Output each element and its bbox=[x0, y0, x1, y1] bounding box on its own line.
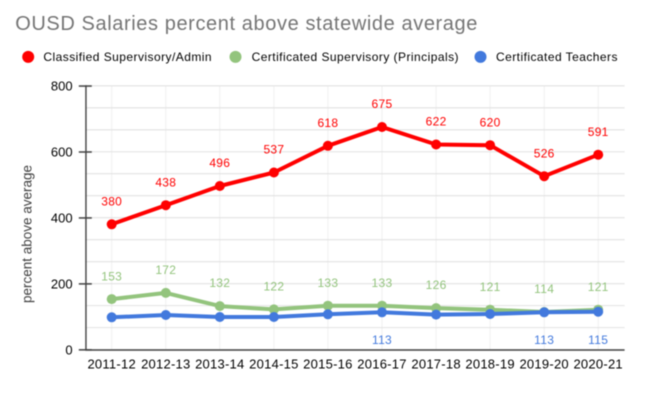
svg-text:Classified Supervisory/Admin: Classified Supervisory/Admin bbox=[43, 50, 212, 64]
svg-text:380: 380 bbox=[101, 194, 122, 208]
svg-text:622: 622 bbox=[426, 115, 447, 129]
svg-text:537: 537 bbox=[263, 143, 284, 157]
svg-text:153: 153 bbox=[101, 269, 122, 283]
svg-text:2017-18: 2017-18 bbox=[411, 356, 460, 371]
svg-text:2012-13: 2012-13 bbox=[141, 356, 190, 371]
svg-text:591: 591 bbox=[588, 125, 609, 139]
svg-text:526: 526 bbox=[534, 146, 555, 160]
svg-text:2019-20: 2019-20 bbox=[519, 356, 568, 371]
svg-text:114: 114 bbox=[534, 282, 554, 296]
svg-text:200: 200 bbox=[51, 276, 73, 291]
svg-text:133: 133 bbox=[317, 276, 338, 290]
svg-text:122: 122 bbox=[263, 280, 284, 294]
svg-text:113: 113 bbox=[372, 333, 392, 347]
svg-text:Certificated Teachers: Certificated Teachers bbox=[496, 50, 618, 64]
svg-text:132: 132 bbox=[209, 276, 230, 290]
svg-text:121: 121 bbox=[480, 280, 501, 294]
svg-text:2015-16: 2015-16 bbox=[303, 356, 352, 371]
svg-text:172: 172 bbox=[155, 263, 176, 277]
svg-text:800: 800 bbox=[51, 79, 73, 94]
svg-text:2020-21: 2020-21 bbox=[573, 356, 622, 371]
svg-text:115: 115 bbox=[588, 333, 608, 347]
svg-text:2014-15: 2014-15 bbox=[249, 356, 298, 371]
svg-text:496: 496 bbox=[209, 156, 230, 170]
svg-text:618: 618 bbox=[317, 116, 338, 130]
svg-text:675: 675 bbox=[372, 97, 393, 111]
svg-text:133: 133 bbox=[372, 276, 393, 290]
svg-text:126: 126 bbox=[426, 278, 447, 292]
svg-text:percent above average: percent above average bbox=[20, 165, 35, 303]
svg-text:0: 0 bbox=[65, 342, 72, 357]
svg-text:438: 438 bbox=[155, 175, 176, 189]
svg-text:OUSD Salaries percent above st: OUSD Salaries percent above statewide av… bbox=[15, 13, 478, 35]
svg-text:2011-12: 2011-12 bbox=[87, 356, 136, 371]
svg-text:Certificated Supervisory (Prin: Certificated Supervisory (Principals) bbox=[252, 50, 459, 64]
svg-text:2016-17: 2016-17 bbox=[357, 356, 406, 371]
svg-text:2013-14: 2013-14 bbox=[195, 356, 244, 371]
svg-text:121: 121 bbox=[588, 280, 609, 294]
svg-text:620: 620 bbox=[480, 115, 501, 129]
svg-text:600: 600 bbox=[51, 145, 73, 160]
svg-text:2018-19: 2018-19 bbox=[465, 356, 514, 371]
svg-text:400: 400 bbox=[51, 210, 73, 225]
svg-text:113: 113 bbox=[534, 333, 554, 347]
